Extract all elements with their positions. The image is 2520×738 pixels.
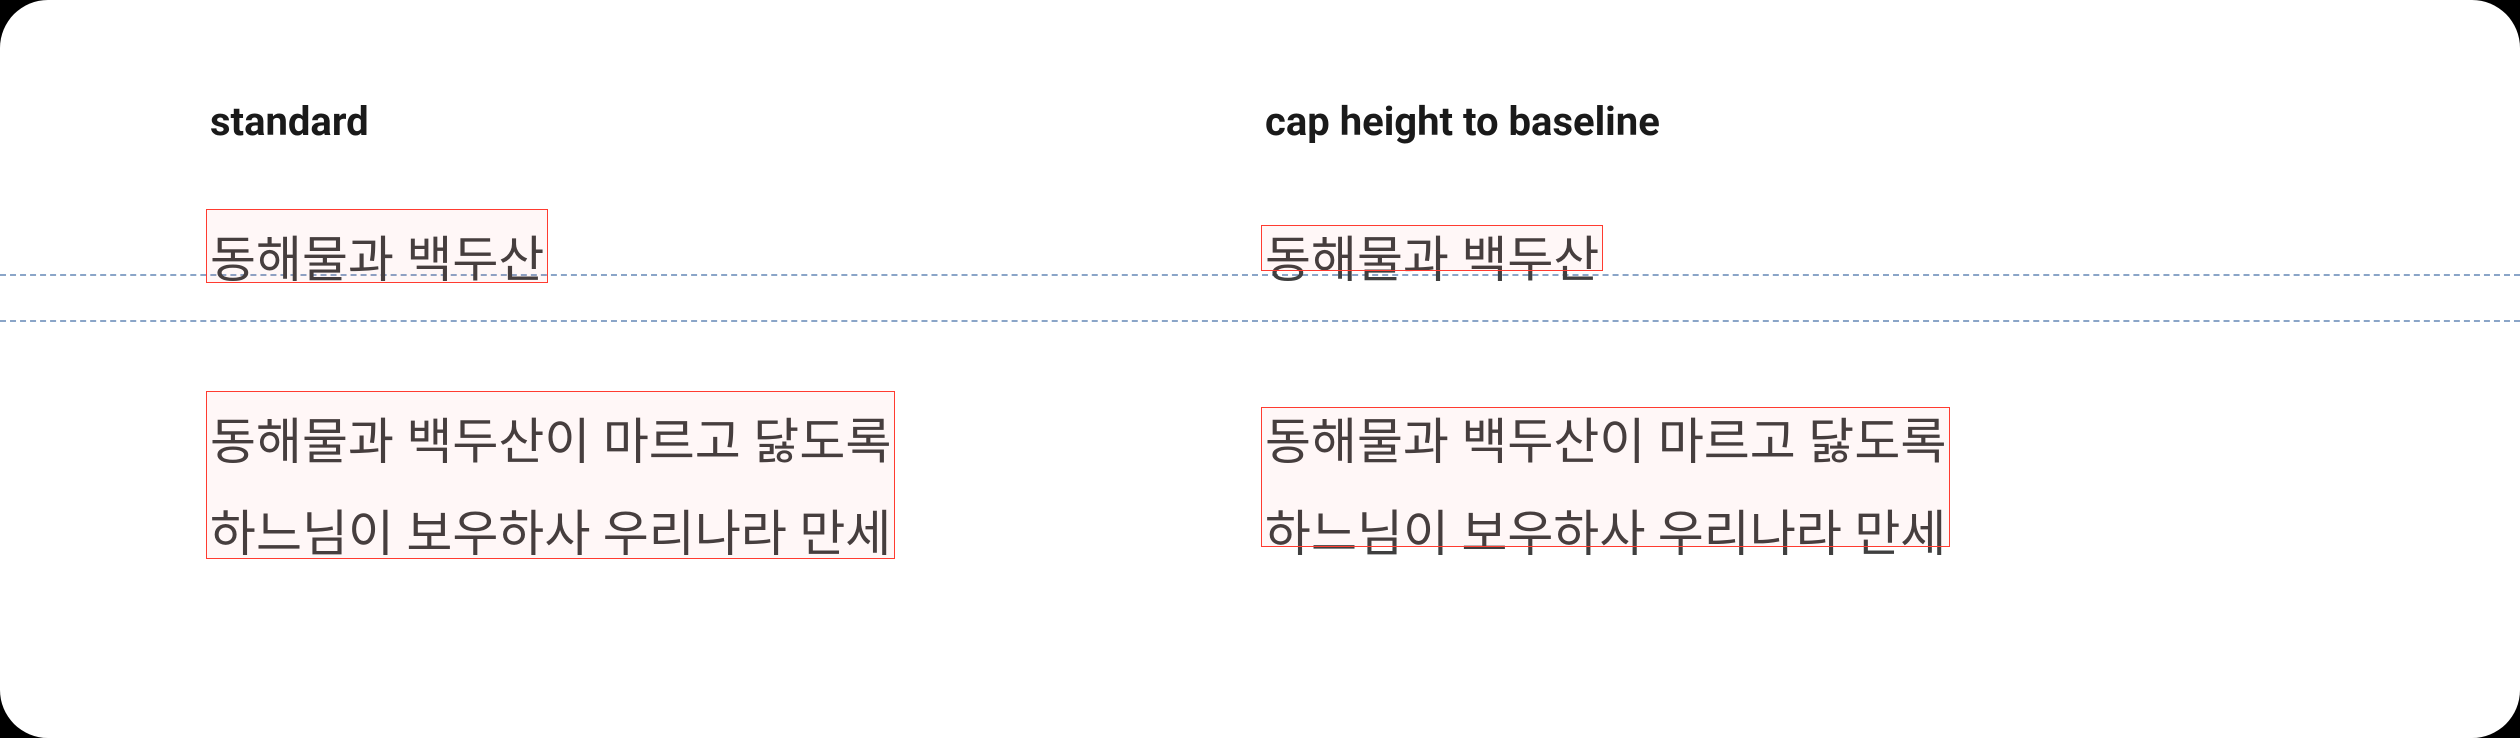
sample-single-capheight: 동해물과 백두산 bbox=[1265, 215, 2320, 307]
column-capheight: cap height to baseline 동해물과 백두산 동해물과 백두산… bbox=[1265, 98, 2320, 581]
sample-line-1: 동해물과 백두산이 마르고 닳도록 bbox=[1265, 414, 1946, 472]
heading-standard: standard bbox=[210, 98, 1265, 145]
heading-capheight: cap height to baseline bbox=[1265, 98, 2320, 145]
columns-container: standard 동해물과 백두산 동해물과 백두산이 마르고 닳도록하느님이 … bbox=[0, 0, 2520, 581]
sample-text-single: 동해물과 백두산 bbox=[1265, 215, 1599, 307]
sample-line-2: 하느님이 보우하사 우리나라 만세 bbox=[1265, 506, 1946, 564]
sample-group-capheight: 동해물과 백두산 동해물과 백두산이 마르고 닳도록하느님이 보우하사 우리나라… bbox=[1265, 215, 2320, 581]
sample-group-standard: 동해물과 백두산 동해물과 백두산이 마르고 닳도록하느님이 보우하사 우리나라… bbox=[210, 215, 1265, 581]
sample-multi-capheight: 동해물과 백두산이 마르고 닳도록하느님이 보우하사 우리나라 만세 bbox=[1265, 397, 2320, 581]
sample-text-single: 동해물과 백두산 bbox=[210, 215, 544, 307]
sample-text-multi: 동해물과 백두산이 마르고 닳도록하느님이 보우하사 우리나라 만세 bbox=[210, 397, 891, 581]
sample-line-1: 동해물과 백두산이 마르고 닳도록 bbox=[210, 414, 891, 472]
sample-line-2: 하느님이 보우하사 우리나라 만세 bbox=[210, 506, 891, 564]
sample-text-multi: 동해물과 백두산이 마르고 닳도록하느님이 보우하사 우리나라 만세 bbox=[1265, 397, 1946, 581]
example-card: standard 동해물과 백두산 동해물과 백두산이 마르고 닳도록하느님이 … bbox=[0, 0, 2520, 738]
sample-single-standard: 동해물과 백두산 bbox=[210, 215, 1265, 307]
sample-multi-standard: 동해물과 백두산이 마르고 닳도록하느님이 보우하사 우리나라 만세 bbox=[210, 397, 1265, 581]
column-standard: standard 동해물과 백두산 동해물과 백두산이 마르고 닳도록하느님이 … bbox=[210, 98, 1265, 581]
